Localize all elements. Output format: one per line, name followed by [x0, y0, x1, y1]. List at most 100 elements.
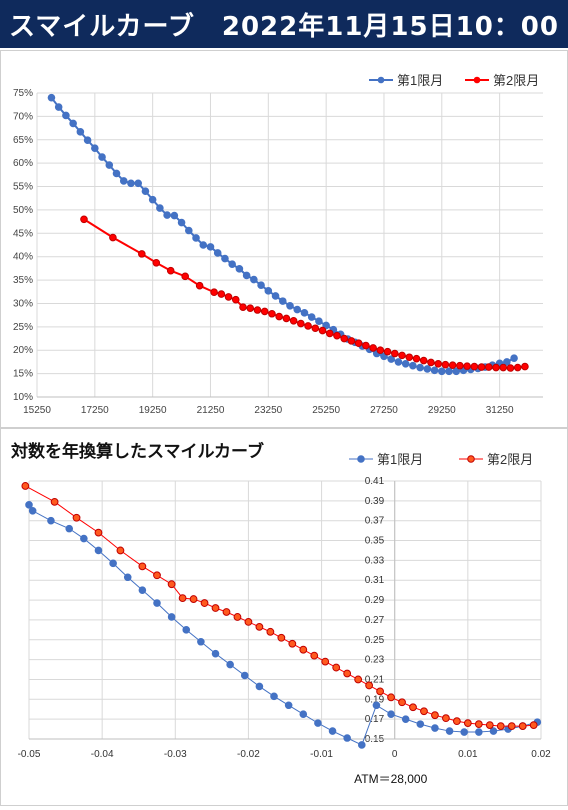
y-tick-label: 0.31: [365, 575, 385, 586]
data-point: [253, 306, 262, 314]
data-point: [167, 613, 176, 621]
data-point: [448, 361, 457, 369]
data-point: [529, 721, 538, 730]
data-point: [242, 271, 251, 280]
x-tick-label: 0: [392, 749, 398, 760]
data-point: [387, 710, 395, 718]
y-tick-label: 65%: [13, 135, 33, 146]
data-point: [492, 363, 500, 372]
data-point: [387, 693, 395, 702]
data-point: [138, 562, 147, 571]
data-point: [239, 303, 247, 312]
data-point: [47, 516, 55, 525]
data-point: [210, 288, 218, 297]
data-point: [470, 362, 479, 371]
data-point: [328, 727, 337, 735]
data-point: [322, 321, 330, 330]
data-point: [297, 319, 305, 328]
y-tick-label: 0.17: [365, 714, 385, 725]
y-tick-label: 0.29: [365, 595, 385, 606]
data-point: [343, 669, 352, 678]
data-point: [372, 701, 381, 710]
data-point: [299, 645, 308, 654]
data-point: [182, 626, 191, 634]
data-point: [213, 249, 222, 257]
data-point: [80, 215, 88, 224]
data-point: [499, 363, 508, 372]
data-point: [277, 633, 286, 642]
data-point: [28, 506, 37, 515]
y-tick-label: 0.33: [365, 555, 385, 566]
data-point: [50, 497, 59, 506]
x-tick-label: 31250: [486, 405, 514, 416]
data-point: [167, 580, 176, 589]
data-point: [431, 724, 439, 732]
data-point: [217, 290, 226, 298]
data-point: [354, 675, 363, 684]
data-point: [228, 260, 236, 268]
data-point: [166, 266, 175, 275]
x-tick-label: 0.01: [458, 749, 478, 760]
data-point: [430, 366, 439, 375]
data-point: [358, 741, 366, 749]
data-point: [178, 594, 187, 602]
data-point: [354, 339, 363, 348]
data-point: [25, 501, 33, 509]
data-point: [192, 234, 200, 242]
data-point: [347, 337, 356, 345]
data-point: [431, 711, 439, 720]
data-point: [463, 719, 472, 728]
y-tick-label: 50%: [13, 205, 33, 216]
x-tick-label: -0.04: [91, 749, 114, 760]
y-tick-label: 20%: [13, 345, 33, 356]
data-point: [240, 671, 249, 680]
y-tick-label: 0.23: [365, 655, 385, 666]
y-tick-label: 25%: [13, 322, 33, 333]
data-point: [445, 727, 454, 735]
data-point: [153, 571, 161, 580]
data-point: [222, 608, 231, 616]
data-point: [314, 719, 322, 727]
x-tick-label: 15250: [23, 405, 51, 416]
series-line: [83, 218, 526, 370]
data-point: [244, 618, 253, 626]
x-tick-label: -0.01: [310, 749, 333, 760]
chart-title: 対数を年換算したスマイルカーブ: [11, 442, 264, 462]
data-point: [510, 354, 518, 362]
data-point: [310, 651, 319, 660]
data-point: [65, 524, 74, 533]
data-point: [47, 93, 56, 102]
data-point: [506, 364, 515, 372]
data-point: [105, 161, 114, 169]
data-point: [405, 353, 414, 362]
data-point: [255, 622, 264, 631]
data-point: [141, 187, 150, 196]
data-point: [260, 307, 269, 316]
data-point: [112, 169, 121, 178]
data-point: [282, 314, 291, 323]
data-point: [138, 250, 146, 258]
data-point: [288, 639, 297, 648]
data-point: [109, 559, 117, 568]
data-point: [496, 722, 505, 731]
data-point: [325, 329, 334, 338]
data-point: [170, 211, 179, 220]
series-line: [25, 485, 534, 727]
legend-label: 第1限月: [377, 452, 423, 467]
x-axis-label: ATM＝28,000: [354, 772, 427, 786]
data-point: [304, 322, 312, 330]
y-tick-label: 0.27: [365, 615, 385, 626]
x-tick-label: 19250: [139, 405, 167, 416]
data-point: [195, 281, 204, 290]
data-point: [299, 710, 308, 718]
data-point: [333, 331, 341, 340]
data-point: [456, 361, 464, 370]
data-point: [72, 513, 81, 522]
y-tick-label: 75%: [13, 88, 33, 99]
data-point: [134, 179, 142, 188]
data-point: [83, 136, 92, 145]
data-point: [163, 211, 171, 219]
data-point: [507, 722, 516, 731]
data-point: [286, 302, 294, 310]
data-point: [231, 295, 240, 304]
